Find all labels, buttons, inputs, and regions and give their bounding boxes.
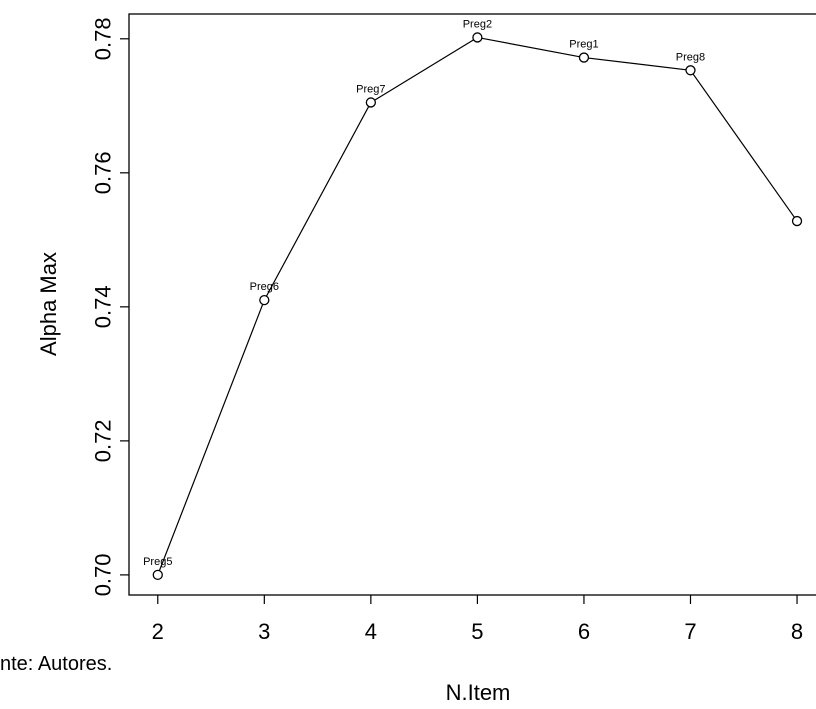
- x-tick-label: 5: [471, 619, 483, 644]
- y-axis-label: Alpha Max: [36, 252, 61, 356]
- data-point: [685, 65, 696, 76]
- x-tick-label: 3: [258, 619, 270, 644]
- x-tick-label: 2: [152, 619, 164, 644]
- y-tick-label: 0.70: [91, 553, 116, 596]
- plot-frame: [128, 13, 816, 596]
- data-point-label: Preg8: [676, 51, 705, 63]
- data-point-label: Preg6: [250, 281, 279, 293]
- x-axis-label: N.Item: [446, 680, 511, 705]
- y-tick-label: 0.78: [91, 17, 116, 60]
- x-axis: 2 3 4 5 6 7 8: [152, 595, 803, 644]
- series-line: [157, 36, 798, 576]
- data-point: [259, 294, 270, 306]
- x-tick-label: 4: [365, 619, 377, 644]
- y-tick-label: 0.76: [91, 151, 116, 194]
- data-point: [578, 52, 590, 63]
- x-tick-label: 7: [684, 619, 696, 644]
- x-tick-label: 8: [791, 619, 803, 644]
- data-point-label: Preg1: [569, 39, 598, 51]
- data-point-label: Preg5: [143, 556, 172, 568]
- data-point: [365, 97, 377, 108]
- y-tick-label: 0.72: [91, 419, 116, 462]
- data-points: [152, 32, 803, 581]
- data-point-label: Preg2: [463, 18, 492, 30]
- x-tick-label: 6: [578, 619, 590, 644]
- data-point: [152, 569, 163, 581]
- point-labels: Preg5 Preg6 Preg7 Preg2 Preg1 Preg8: [143, 18, 705, 567]
- data-point-label: Preg7: [356, 83, 385, 95]
- y-tick-label: 0.74: [91, 285, 116, 328]
- data-point: [791, 215, 803, 227]
- figure-source-caption: nte: Autores.: [0, 653, 113, 675]
- data-point: [472, 32, 483, 43]
- y-axis: 0.70 0.72 0.74 0.76 0.78: [91, 17, 129, 596]
